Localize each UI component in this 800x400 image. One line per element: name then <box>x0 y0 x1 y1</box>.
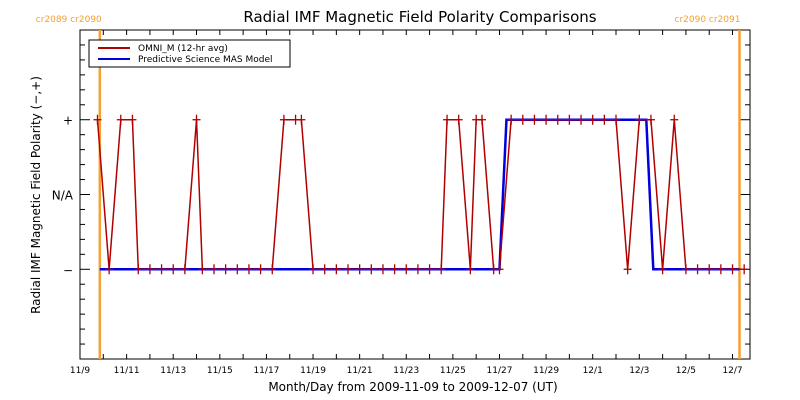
omni-data-point <box>600 114 609 125</box>
legend-box <box>88 39 291 68</box>
omni-data-point <box>378 264 387 275</box>
legend: OMNI_M (12-hr avg) Predictive Science MA… <box>88 39 291 68</box>
omni-data-point <box>402 264 411 275</box>
omni-data-point <box>233 264 242 275</box>
y-tick-label: − <box>63 263 73 277</box>
x-tick-label: 12/3 <box>629 366 649 376</box>
omni-data-point <box>390 264 399 275</box>
carrington-label: cr2089 cr2090 <box>36 15 102 25</box>
omni-data-point <box>740 264 749 275</box>
omni-data-point <box>542 114 551 125</box>
x-tick-label: 11/21 <box>347 366 373 376</box>
omni-data-point <box>128 114 137 125</box>
y-axis-label: Radial IMF Magnetic Field Polarity (−,+) <box>29 76 43 314</box>
omni-data-point <box>344 264 352 275</box>
y-tick-label: N/A <box>52 189 74 203</box>
x-tick-label: 11/23 <box>393 366 419 376</box>
omni-data-point <box>716 264 725 275</box>
omni-data-point <box>413 264 422 275</box>
omni-data-point <box>553 114 562 125</box>
carrington-label: cr2090 cr2091 <box>675 15 741 25</box>
x-tick-label: 12/7 <box>722 366 742 376</box>
x-tick-label: 12/5 <box>676 366 696 376</box>
omni-data-point <box>145 264 154 275</box>
omni-data-point <box>454 114 463 125</box>
omni-data-point <box>116 114 125 125</box>
x-tick-label: 11/13 <box>160 366 186 376</box>
x-tick-label: 11/17 <box>253 366 279 376</box>
omni-data-point <box>256 264 265 275</box>
omni-data-point <box>134 264 143 275</box>
omni-data-point <box>495 264 504 275</box>
x-tick-label: 11/11 <box>114 366 140 376</box>
omni-data-point <box>577 114 586 125</box>
omni-data-point <box>198 264 207 275</box>
omni-data-point <box>437 264 446 275</box>
omni-data-point <box>297 114 306 125</box>
mas-model-line <box>99 118 740 271</box>
x-tick-label: 11/29 <box>533 366 559 376</box>
omni-data-point <box>425 264 434 275</box>
x-tick-label: 11/15 <box>207 366 233 376</box>
omni-data-point <box>210 264 218 275</box>
omni-data-point <box>93 114 102 125</box>
omni-data-point <box>565 114 574 125</box>
omni-data-point <box>646 114 655 125</box>
omni-data-point <box>507 114 516 125</box>
omni-data-point <box>332 264 341 275</box>
omni-data-point <box>244 264 253 275</box>
omni-data-point <box>728 264 737 275</box>
omni-data-point <box>635 114 644 125</box>
legend-label-mas: Predictive Science MAS Model <box>138 55 273 65</box>
omni-data-point <box>670 114 679 125</box>
omni-data-point <box>180 264 189 275</box>
omni-data-point <box>355 264 364 275</box>
omni-data-point <box>268 264 277 275</box>
x-tick-label: 11/25 <box>440 366 466 376</box>
y-tick-label: + <box>63 114 73 128</box>
carrington-markers: cr2089 cr2090 cr2090 cr2091 <box>36 15 741 359</box>
y-axis: + N/A − <box>52 29 750 360</box>
x-axis: 11/9 11/11 11/13 11/15 11/17 11/19 11/21 11/23 1… <box>70 30 743 376</box>
omni-data-point <box>693 264 702 275</box>
omni-data-point <box>705 264 714 275</box>
omni-data-point <box>221 264 230 275</box>
omni-data-point <box>530 114 539 125</box>
omni-data-point <box>623 264 632 275</box>
omni-data-point <box>588 114 597 125</box>
omni-data-point <box>192 114 201 125</box>
omni-data-point <box>279 114 288 125</box>
omni-data-point <box>169 264 178 275</box>
x-axis-label: Month/Day from 2009-11-09 to 2009-12-07 … <box>268 380 557 394</box>
omni-data-point <box>612 114 620 125</box>
omni-data-point <box>681 264 690 275</box>
chart-title: Radial IMF Magnetic Field Polarity Compa… <box>243 8 596 26</box>
omni-data-point <box>309 264 318 275</box>
x-tick-label: 11/19 <box>300 366 326 376</box>
omni-data-point <box>320 264 329 275</box>
legend-label-omni: OMNI_M (12-hr avg) <box>138 44 228 54</box>
omni-data-point <box>367 264 376 275</box>
omni-data-point <box>518 114 527 125</box>
omni-line <box>96 118 745 271</box>
omni-data-point <box>466 264 475 275</box>
x-tick-label: 11/9 <box>70 366 90 376</box>
omni-data-point <box>105 264 114 275</box>
omni-data-point <box>658 264 667 275</box>
x-tick-label: 11/27 <box>487 366 513 376</box>
omni-data-point <box>443 114 452 125</box>
omni-data-point <box>478 114 486 125</box>
x-tick-label: 12/1 <box>583 366 603 376</box>
series <box>93 114 749 275</box>
omni-data-point <box>157 264 166 275</box>
